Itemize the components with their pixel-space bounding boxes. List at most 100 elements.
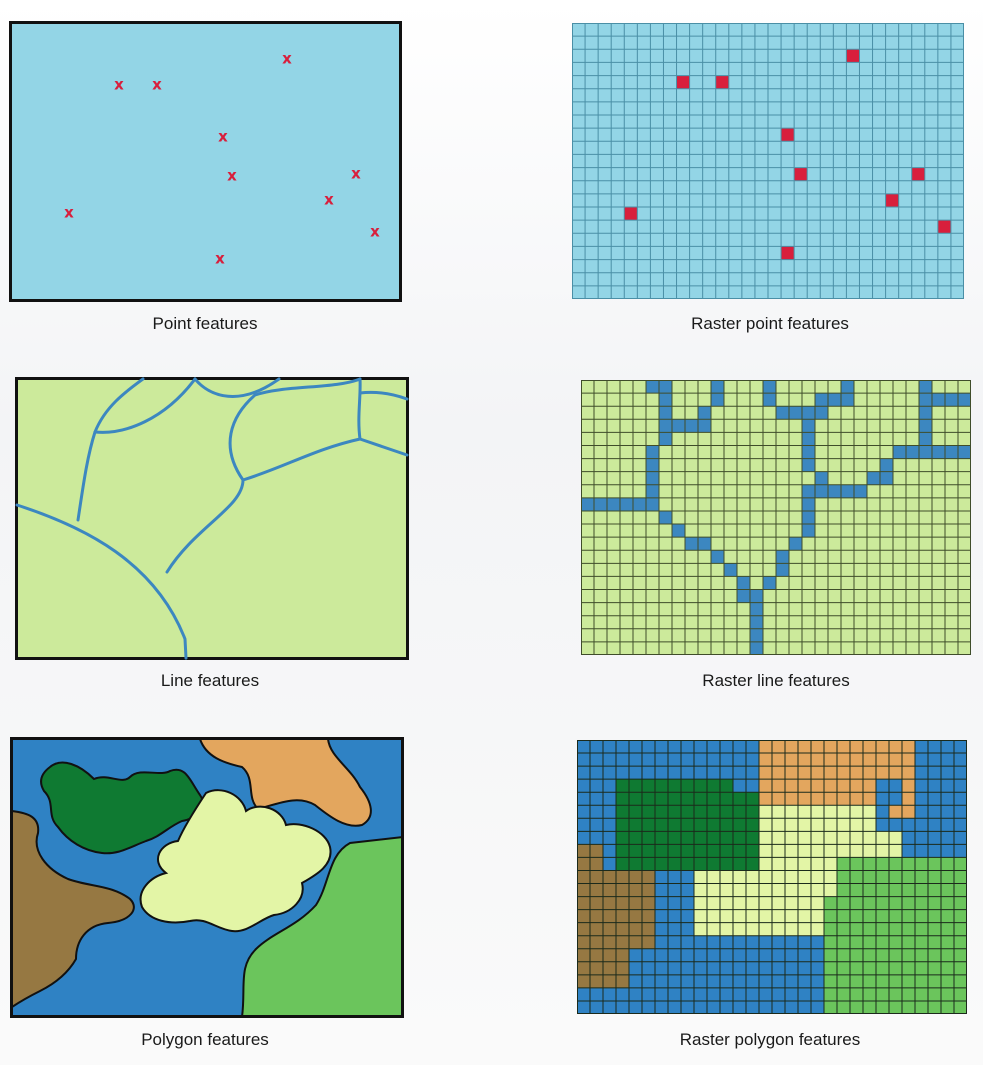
raster-polygon-cell [850, 831, 863, 845]
raster-polygon-cell [798, 883, 811, 897]
raster-polygon-cell [850, 974, 863, 988]
raster-polygon-cell [772, 883, 785, 897]
raster-polygon-cell [889, 805, 902, 819]
raster-line-cell [620, 497, 633, 511]
raster-polygon-cell [603, 922, 616, 936]
raster-polygon-cell [863, 974, 876, 988]
raster-polygon-cell [590, 883, 603, 897]
raster-polygon-cell [811, 922, 824, 936]
raster-polygon-cell [915, 987, 928, 1001]
raster-polygon-cell [824, 1000, 837, 1014]
raster-line-cell [685, 419, 698, 433]
raster-polygon-cell [616, 857, 629, 871]
raster-polygon-cell [863, 1000, 876, 1014]
raster-polygon-cell [655, 779, 668, 793]
raster-polygon-cell [954, 857, 967, 871]
raster-polygon-cell [850, 740, 863, 754]
raster-polygon-cell [876, 831, 889, 845]
raster-line-cell [958, 393, 971, 407]
raster-line-cell [763, 576, 776, 590]
raster-polygon-cell [785, 818, 798, 832]
raster-polygon-features-map [577, 740, 967, 1014]
raster-polygon-cell [746, 805, 759, 819]
raster-polygon-cell [928, 948, 941, 962]
raster-polygon-cell [902, 740, 915, 754]
raster-polygon-cell [577, 909, 590, 923]
raster-polygon-cell [707, 844, 720, 858]
raster-line-cell [815, 406, 828, 420]
raster-polygon-cell [863, 831, 876, 845]
raster-line-cell [919, 432, 932, 446]
raster-polygon-cell [863, 818, 876, 832]
raster-polygon-cell [694, 870, 707, 884]
raster-polygon-cell [590, 935, 603, 949]
raster-polygon-cell [954, 870, 967, 884]
raster-polygon-cell [837, 779, 850, 793]
raster-polygon-cell [772, 831, 785, 845]
raster-polygon-cell [772, 857, 785, 871]
raster-polygon-cell [889, 870, 902, 884]
raster-polygon-cell [837, 805, 850, 819]
raster-polygon-cell [837, 857, 850, 871]
polygon-light-green [139, 789, 332, 933]
raster-polygon-cell [941, 948, 954, 962]
raster-line-cell [672, 419, 685, 433]
raster-polygon-cell [811, 870, 824, 884]
raster-polygon-cell [954, 987, 967, 1001]
raster-polygon-cell [616, 961, 629, 975]
raster-polygon-cell [837, 987, 850, 1001]
raster-line-cell [659, 510, 672, 525]
raster-polygon-cell [707, 909, 720, 923]
raster-polygon-cell [655, 818, 668, 832]
raster-line-cell [919, 380, 932, 394]
raster-polygon-cell [837, 948, 850, 962]
raster-line-cell [659, 380, 672, 394]
raster-line-cell [711, 393, 724, 407]
raster-polygon-cell [746, 883, 759, 897]
raster-polygon-cell [694, 909, 707, 923]
raster-polygon-cell [733, 883, 746, 897]
raster-point-grid [572, 23, 964, 299]
raster-polygon-cell [707, 922, 720, 936]
raster-polygon-cell [811, 766, 824, 780]
raster-polygon-cell [863, 844, 876, 858]
raster-polygon-cell [824, 935, 837, 949]
polygon-brown [11, 809, 135, 1009]
raster-polygon-cell [642, 857, 655, 871]
raster-polygon-cell [642, 896, 655, 910]
raster-polygon-cell [759, 857, 772, 871]
raster-polygon-cell [850, 753, 863, 767]
raster-polygon-cell [616, 818, 629, 832]
raster-polygon-cell [915, 1000, 928, 1014]
raster-polygon-cell [954, 974, 967, 988]
raster-polygon-cell [798, 857, 811, 871]
raster-line-cell [750, 641, 763, 655]
raster-polygon-cell [941, 870, 954, 884]
raster-polygon-cell [629, 779, 642, 793]
raster-polygon-cell [720, 805, 733, 819]
raster-polygon-cell [733, 909, 746, 923]
raster-polygon-cell [616, 792, 629, 806]
raster-polygon-cell [694, 896, 707, 910]
raster-polygon-cell [889, 896, 902, 910]
raster-polygon-cell [850, 961, 863, 975]
raster-line-cell [867, 471, 880, 485]
raster-polygon-cell [798, 766, 811, 780]
raster-polygon-cell [837, 1000, 850, 1014]
raster-polygon-cell [811, 844, 824, 858]
raster-polygon-cell [629, 818, 642, 832]
raster-polygon-cell [577, 974, 590, 988]
raster-line-cell [841, 380, 854, 394]
raster-line-cell [763, 393, 776, 407]
raster-polygon-cell [733, 818, 746, 832]
raster-polygon-cell [798, 753, 811, 767]
raster-polygon-cell [941, 922, 954, 936]
raster-polygon-cell [733, 844, 746, 858]
raster-point-cell [676, 75, 690, 89]
raster-polygon-cell [941, 961, 954, 975]
raster-polygon-cell [915, 961, 928, 975]
raster-polygon-cell [785, 766, 798, 780]
raster-polygon-cell [746, 857, 759, 871]
raster-polygon-cell [928, 857, 941, 871]
raster-polygon-cell [863, 987, 876, 1001]
